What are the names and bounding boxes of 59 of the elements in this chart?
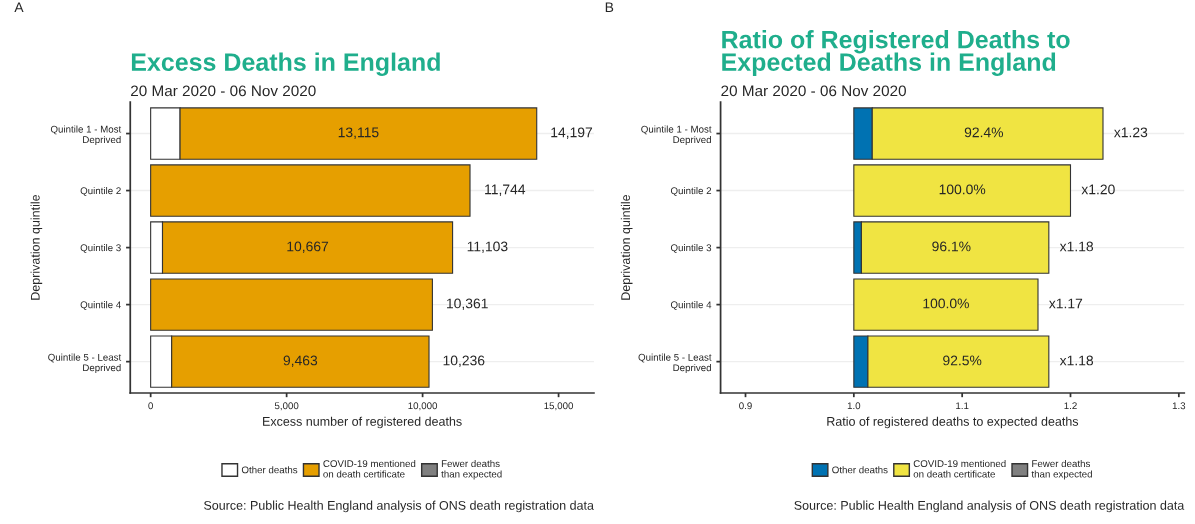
y-tick-label: Quintile 1 - Most Deprived bbox=[50, 125, 122, 146]
annotation: x1.23 bbox=[1113, 127, 1148, 138]
chart-title: Excess Deaths in England bbox=[131, 52, 440, 77]
annotation: 96.1% bbox=[932, 241, 971, 252]
data-label: 10,667 bbox=[287, 241, 329, 253]
total-label: 14,197 bbox=[551, 127, 593, 139]
x-tick-label: 1.3 bbox=[1172, 402, 1186, 410]
x-tick-label: 1.1 bbox=[956, 402, 969, 410]
legend-label: COVID-19 mentioned on death certificate bbox=[913, 459, 1006, 478]
y-axis-title: Deprivation quintile bbox=[30, 194, 43, 300]
annotation: x1.20 bbox=[1081, 184, 1115, 195]
x-tick-label: 1.0 bbox=[847, 402, 861, 410]
data-label: 9,463 bbox=[283, 355, 318, 368]
data-label: 13,115 bbox=[338, 127, 379, 139]
x-tick-label: 10,000 bbox=[408, 402, 438, 411]
total-label: 11,744 bbox=[485, 184, 526, 196]
x-tick-label: 0.9 bbox=[739, 402, 752, 410]
y-tick-label: Quintile 5 - Least Deprived bbox=[48, 353, 122, 374]
x-tick-label: 15,000 bbox=[544, 402, 574, 411]
text: B bbox=[605, 2, 614, 13]
bar bbox=[150, 164, 471, 217]
y-tick-label: Quintile 2 bbox=[670, 187, 712, 196]
y-tick-label: Quintile 4 bbox=[670, 301, 712, 310]
total-label: 11,103 bbox=[467, 241, 508, 253]
annotation: x1.18 bbox=[1059, 355, 1094, 366]
annotation: 100.0% bbox=[923, 298, 969, 309]
source-note: Source: Public Health England analysis of ONS death registration data bbox=[794, 500, 1185, 513]
bar bbox=[853, 278, 1039, 331]
y-tick-label: Quintile 3 bbox=[670, 244, 712, 253]
x-tick-label: 0 bbox=[148, 402, 153, 410]
annotation: 100.0% bbox=[939, 184, 986, 195]
x-tick-label: 5,000 bbox=[274, 402, 299, 411]
y-axis-title: Deprivation quintile bbox=[620, 194, 633, 300]
legend-label: Other deaths bbox=[832, 466, 888, 474]
y-tick-label: Quintile 5 - Least Deprived bbox=[638, 353, 712, 374]
bar bbox=[853, 164, 1072, 217]
x-axis-title: Ratio of registered deaths to expected deaths bbox=[827, 416, 1079, 429]
bar bbox=[150, 278, 433, 331]
text: A bbox=[14, 2, 24, 13]
annotation: x1.18 bbox=[1059, 241, 1094, 252]
y-tick-label: Quintile 4 bbox=[80, 301, 121, 310]
legend-label: Other deaths bbox=[241, 466, 298, 474]
annotation: 92.4% bbox=[964, 127, 1004, 138]
source-note: Source: Public Health England analysis of ONS death registration data bbox=[204, 500, 594, 513]
legend-label: Fewer deaths than expected bbox=[441, 459, 502, 480]
x-tick-label: 1.2 bbox=[1064, 402, 1077, 410]
annotation: x1.17 bbox=[1048, 298, 1083, 309]
chart-subtitle: 20 Mar 2020 - 06 Nov 2020 bbox=[721, 85, 906, 97]
chart-title: Ratio of Registered Deaths to Expected Deaths in England bbox=[722, 30, 1070, 77]
legend-label: Fewer deaths than expected bbox=[1031, 459, 1092, 480]
x-axis-title: Excess number of registered deaths bbox=[263, 416, 462, 429]
legend-label: COVID-19 mentioned on death certificate bbox=[323, 459, 416, 478]
y-tick-label: Quintile 3 bbox=[80, 244, 121, 253]
annotation: 92.5% bbox=[943, 355, 982, 366]
total-label: 10,361 bbox=[447, 298, 488, 310]
y-tick-label: Quintile 2 bbox=[80, 187, 121, 196]
total-label: 10,236 bbox=[443, 355, 485, 368]
y-tick-label: Quintile 1 - Most Deprived bbox=[641, 125, 712, 146]
chart-subtitle: 20 Mar 2020 - 06 Nov 2020 bbox=[131, 85, 316, 97]
